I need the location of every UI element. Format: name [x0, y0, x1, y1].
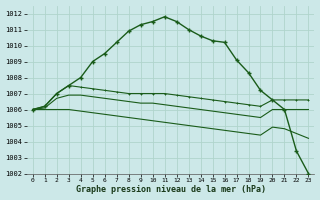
X-axis label: Graphe pression niveau de la mer (hPa): Graphe pression niveau de la mer (hPa): [76, 185, 266, 194]
